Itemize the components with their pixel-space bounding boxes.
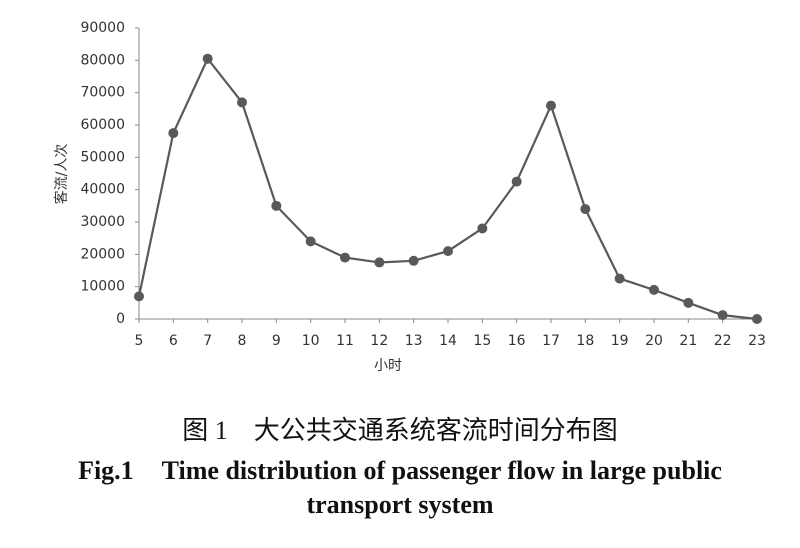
x-tick-label: 19 bbox=[611, 333, 629, 349]
point bbox=[305, 236, 316, 247]
point bbox=[683, 297, 694, 308]
x-tick-label: 8 bbox=[238, 333, 247, 349]
x-tick-label: 5 bbox=[135, 333, 144, 349]
point bbox=[408, 255, 419, 266]
point bbox=[649, 284, 659, 295]
point bbox=[546, 100, 556, 111]
x-tick-label: 15 bbox=[473, 333, 491, 349]
point bbox=[511, 176, 522, 187]
chart: 小时 客流/人次 0 10000 20000 30000 40000 50000 60000… bbox=[53, 20, 766, 374]
x-tick-label: 17 bbox=[542, 333, 560, 349]
y-tick-label: 50000 bbox=[80, 149, 125, 165]
line bbox=[137, 56, 758, 321]
x-tick-label: 21 bbox=[679, 333, 697, 349]
x-tick-label: 12 bbox=[370, 333, 388, 349]
y-tick-label: 0 bbox=[116, 311, 125, 327]
y-tick-label: 70000 bbox=[80, 85, 125, 101]
x-tick-label: 7 bbox=[203, 333, 212, 349]
caption-cn: 图 1 大公共交通系统客流时间分布图 bbox=[182, 416, 618, 445]
point bbox=[168, 128, 179, 139]
caption-en: Fig.1 Time distribution of passenger flow… bbox=[40, 454, 760, 522]
point bbox=[477, 223, 488, 234]
x-tick-label: 18 bbox=[576, 333, 594, 349]
x-tick-label: 20 bbox=[645, 333, 663, 349]
y-tick-label: 30000 bbox=[80, 214, 125, 230]
x-tick-label: 22 bbox=[714, 333, 732, 349]
y-tick-label: 80000 bbox=[80, 52, 125, 68]
x-tick-label: 9 bbox=[272, 333, 281, 349]
y-tick-label: 40000 bbox=[80, 182, 125, 198]
point bbox=[717, 310, 728, 321]
x-tick-label: 6 bbox=[169, 333, 178, 349]
point bbox=[271, 200, 282, 211]
x-tick-label: 23 bbox=[748, 333, 766, 349]
y-tick-label: 10000 bbox=[80, 279, 125, 295]
x-tick-label: 14 bbox=[439, 333, 457, 349]
point bbox=[374, 257, 385, 268]
y-tick-label: 90000 bbox=[80, 20, 125, 36]
point bbox=[202, 53, 213, 64]
x-tick-label: 13 bbox=[405, 333, 423, 349]
x-tick-label: 10 bbox=[302, 333, 320, 349]
x-tick-label: 11 bbox=[336, 333, 354, 349]
point bbox=[443, 246, 453, 257]
point bbox=[237, 97, 247, 108]
point bbox=[134, 291, 144, 302]
point bbox=[340, 252, 350, 263]
point bbox=[614, 273, 625, 284]
y-axis-label: 客流/人次 bbox=[53, 144, 70, 205]
x-axis-label: 小时 bbox=[374, 358, 402, 374]
point bbox=[580, 204, 591, 215]
x-tick-label: 16 bbox=[508, 333, 526, 349]
y-tick-label: 20000 bbox=[80, 246, 125, 262]
y-tick-label: 60000 bbox=[80, 117, 125, 133]
caption-en-text: Time distribution of passenger flow in l… bbox=[161, 456, 722, 519]
caption-en-label: Fig.1 bbox=[78, 456, 134, 485]
point bbox=[752, 314, 762, 324]
